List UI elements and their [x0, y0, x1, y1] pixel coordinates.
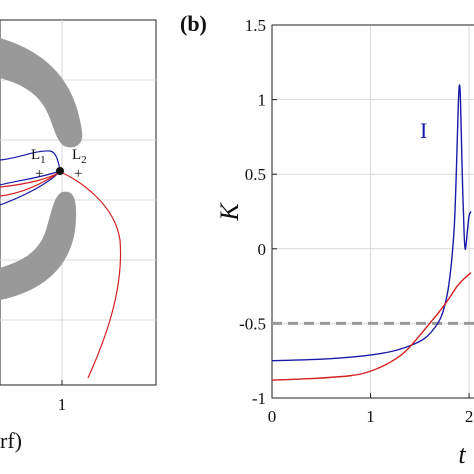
- plus-marker-l2: +: [74, 166, 82, 182]
- curve-label-i: I: [420, 118, 427, 143]
- y-tick-label-2: 0.5: [245, 165, 266, 184]
- panel-a-x-tick-label: 1: [58, 395, 67, 414]
- forbidden-region-lower: [0, 191, 77, 300]
- panel-a: L1 + L2 + 1 rf): [0, 19, 157, 453]
- panel-a-red-trajectory-2: [0, 171, 61, 197]
- y-tick-label-3: 0: [258, 240, 267, 259]
- y-tick-label-4: -0.5: [239, 314, 266, 333]
- blue-series-line: [271, 84, 472, 362]
- label-l2: L2: [72, 147, 87, 166]
- red-series-line: [271, 272, 472, 381]
- panel-a-x-axis-label: rf): [0, 428, 22, 453]
- panel-a-red-trajectory-1: [0, 171, 122, 379]
- panel-b: (b) K t 1.510.50-0.5-10 1 2 I: [180, 11, 474, 469]
- lagrange-point-marker: [56, 167, 64, 175]
- panel-b-plot-area: 1.510.50-0.5-10 1 2: [239, 16, 474, 426]
- x-tick-label-1: 1: [366, 407, 375, 426]
- y-tick-label-0: 1.5: [245, 16, 266, 35]
- forbidden-region-upper: [0, 38, 83, 148]
- panel-b-label: (b): [180, 11, 207, 36]
- x-tick-label-0: 0: [268, 407, 277, 426]
- panel-a-blue-trajectory-1: [0, 150, 61, 171]
- y-tick-label-1: 1: [258, 91, 267, 110]
- y-tick-label-5: -1: [252, 389, 266, 408]
- x-axis-label: t: [458, 440, 466, 469]
- x-tick-label-2: 2: [465, 407, 474, 426]
- panel-b-frame: [271, 24, 474, 399]
- label-l1: L1: [31, 147, 46, 166]
- plus-marker-l1: +: [35, 166, 43, 182]
- y-axis-label: K: [215, 202, 244, 222]
